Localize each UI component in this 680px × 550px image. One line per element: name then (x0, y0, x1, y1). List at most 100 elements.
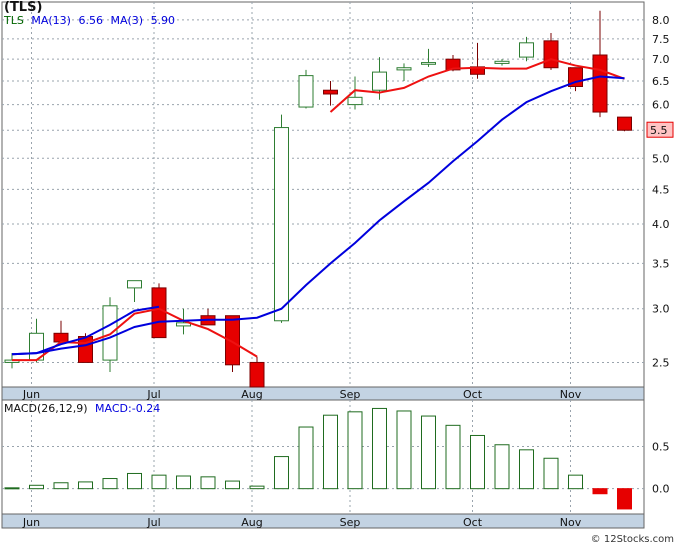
macd-bar (494, 444, 510, 490)
candle (617, 116, 632, 132)
price-x-axis-band (1, 386, 645, 401)
candle-body (445, 58, 461, 71)
price-x-tick: Sep (340, 388, 361, 401)
macd-y-tick: 0.5 (652, 440, 670, 453)
macd-bar (543, 457, 559, 490)
price-y-tick: 7.0 (652, 53, 670, 66)
candle (249, 356, 265, 388)
macd-x-tick: Jul (146, 516, 160, 529)
last-price-tag-box (646, 121, 674, 138)
candle (421, 48, 436, 67)
candle-body (323, 89, 338, 95)
macd-x-tick: Jun (22, 516, 40, 529)
candle (347, 76, 363, 110)
ma3-line (329, 58, 625, 113)
macd-bar (225, 480, 240, 490)
candle (274, 114, 289, 323)
macd-bar (445, 424, 461, 490)
macd-bar (249, 485, 265, 490)
macd-x-axis-band (1, 513, 645, 529)
macd-bar (347, 411, 363, 490)
macd-bar (127, 472, 142, 490)
macd-bar (421, 415, 436, 490)
candle (323, 81, 338, 106)
macd-bar (372, 407, 387, 490)
macd-x-tick: Aug (241, 516, 262, 529)
candle-body (617, 116, 632, 131)
price-x-tick: Oct (463, 388, 483, 401)
macd-legend: MACD(26,12,9) MACD:-0.24 (4, 402, 164, 415)
site-credit: © 12Stocks.com (590, 534, 674, 545)
candle-body (151, 287, 167, 339)
legend-ma13-value: 6.56 (78, 14, 103, 27)
macd-bar (176, 475, 191, 490)
macd-bar (4, 487, 20, 490)
candle-body (519, 42, 534, 58)
ma3-line-mid (158, 307, 258, 358)
macd-bar (298, 426, 314, 490)
candle-body (372, 71, 387, 91)
macd-bar (323, 414, 338, 490)
candle-body (494, 60, 510, 64)
price-y-tick: 3.0 (652, 303, 670, 316)
candle-body (102, 305, 118, 361)
legend-ticker: TLS (4, 14, 24, 27)
candle-body (592, 54, 608, 113)
price-x-tick: Jun (22, 388, 40, 401)
candle-body (543, 40, 559, 69)
macd-label: MACD(26,12,9) (4, 402, 88, 415)
macd-bar (470, 434, 485, 490)
ma3-line-start (12, 307, 160, 362)
price-y-tick: 7.5 (652, 33, 670, 46)
macd-bar (29, 484, 44, 490)
legend-ma3-value: 5.90 (150, 14, 176, 27)
price-y-tick: 5.0 (652, 152, 670, 165)
candle-body (249, 361, 265, 388)
last-price-tag: 5.5 (650, 124, 668, 137)
candle (519, 36, 534, 62)
price-x-tick: Jul (146, 388, 160, 401)
candle (225, 315, 240, 373)
macd-bar (102, 478, 118, 490)
legend-ma3-label: MA(3) (110, 14, 144, 27)
candle (298, 69, 314, 109)
macd-x-tick: Nov (560, 516, 582, 529)
candle-body (53, 332, 69, 343)
candle-body (127, 280, 142, 289)
price-y-tick: 3.5 (652, 257, 670, 270)
macd-bar (200, 476, 216, 490)
macd-bar (151, 474, 167, 490)
price-legend: TLS MA(13) 6.56 MA(3) 5.90 (4, 14, 179, 27)
macd-bar (53, 482, 69, 490)
price-y-tick: 6.5 (652, 75, 670, 88)
candle-body (176, 322, 191, 327)
candle-body (298, 75, 314, 108)
macd-bar (396, 410, 412, 490)
macd-bar (519, 449, 534, 490)
candle (151, 283, 167, 339)
candle-body (421, 62, 436, 65)
macd-x-tick: Oct (463, 516, 483, 529)
macd-x-tick: Sep (340, 516, 361, 529)
price-y-tick: 6.0 (652, 99, 670, 112)
ma13-line (11, 75, 625, 356)
price-x-tick: Aug (241, 388, 262, 401)
candle (494, 59, 510, 66)
price-y-tick: 8.0 (652, 14, 670, 27)
macd-value: MACD:-0.24 (95, 402, 161, 415)
candle (396, 63, 412, 82)
macd-bar (274, 456, 289, 490)
price-x-tick: Nov (560, 388, 582, 401)
price-y-tick: 2.5 (652, 356, 670, 369)
macd-bar (78, 481, 93, 490)
candle-body (225, 315, 240, 366)
candle-body (274, 127, 289, 322)
macd-bar (568, 474, 583, 490)
price-y-tick: 4.5 (652, 183, 670, 196)
macd-bar (617, 488, 632, 510)
macd-bar (592, 488, 608, 495)
legend-ma13-label: MA(13) (31, 14, 71, 27)
candle-body (396, 67, 412, 71)
